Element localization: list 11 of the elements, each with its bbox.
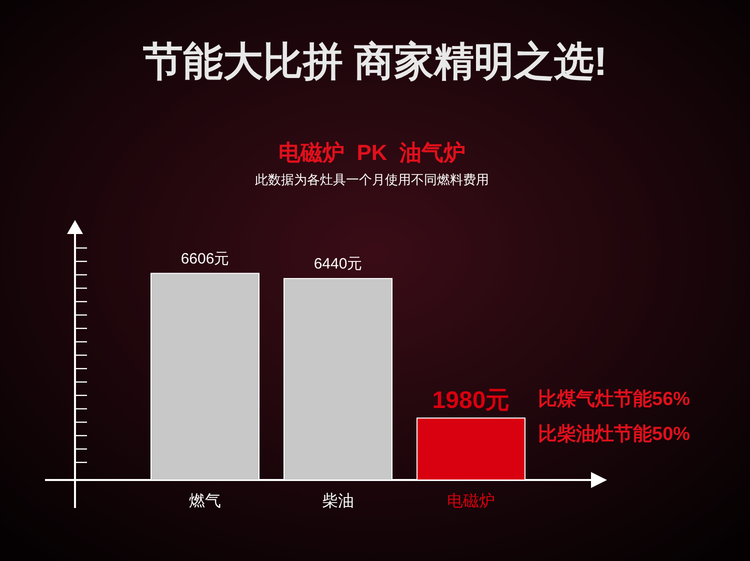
chart-subtitle: 电磁炉 PK 油气炉: [278, 140, 466, 165]
data-label: 6606元: [180, 250, 230, 268]
data-label: 1980元: [432, 387, 510, 414]
annotation: 比柴油灶节能50%: [538, 423, 690, 445]
text: 此数据为各灶具一个月使用不同燃料费用: [255, 172, 489, 187]
data-label: 6440元: [314, 256, 362, 273]
chart-title: 节能大比拼 商家精明之选!: [142, 40, 608, 84]
x-tick-label: 电磁炉: [447, 492, 495, 510]
x-tick-label: 柴油: [322, 492, 354, 510]
x-tick-label: 燃气: [189, 493, 221, 510]
annotation: 比煤气灶节能56%: [538, 388, 690, 410]
